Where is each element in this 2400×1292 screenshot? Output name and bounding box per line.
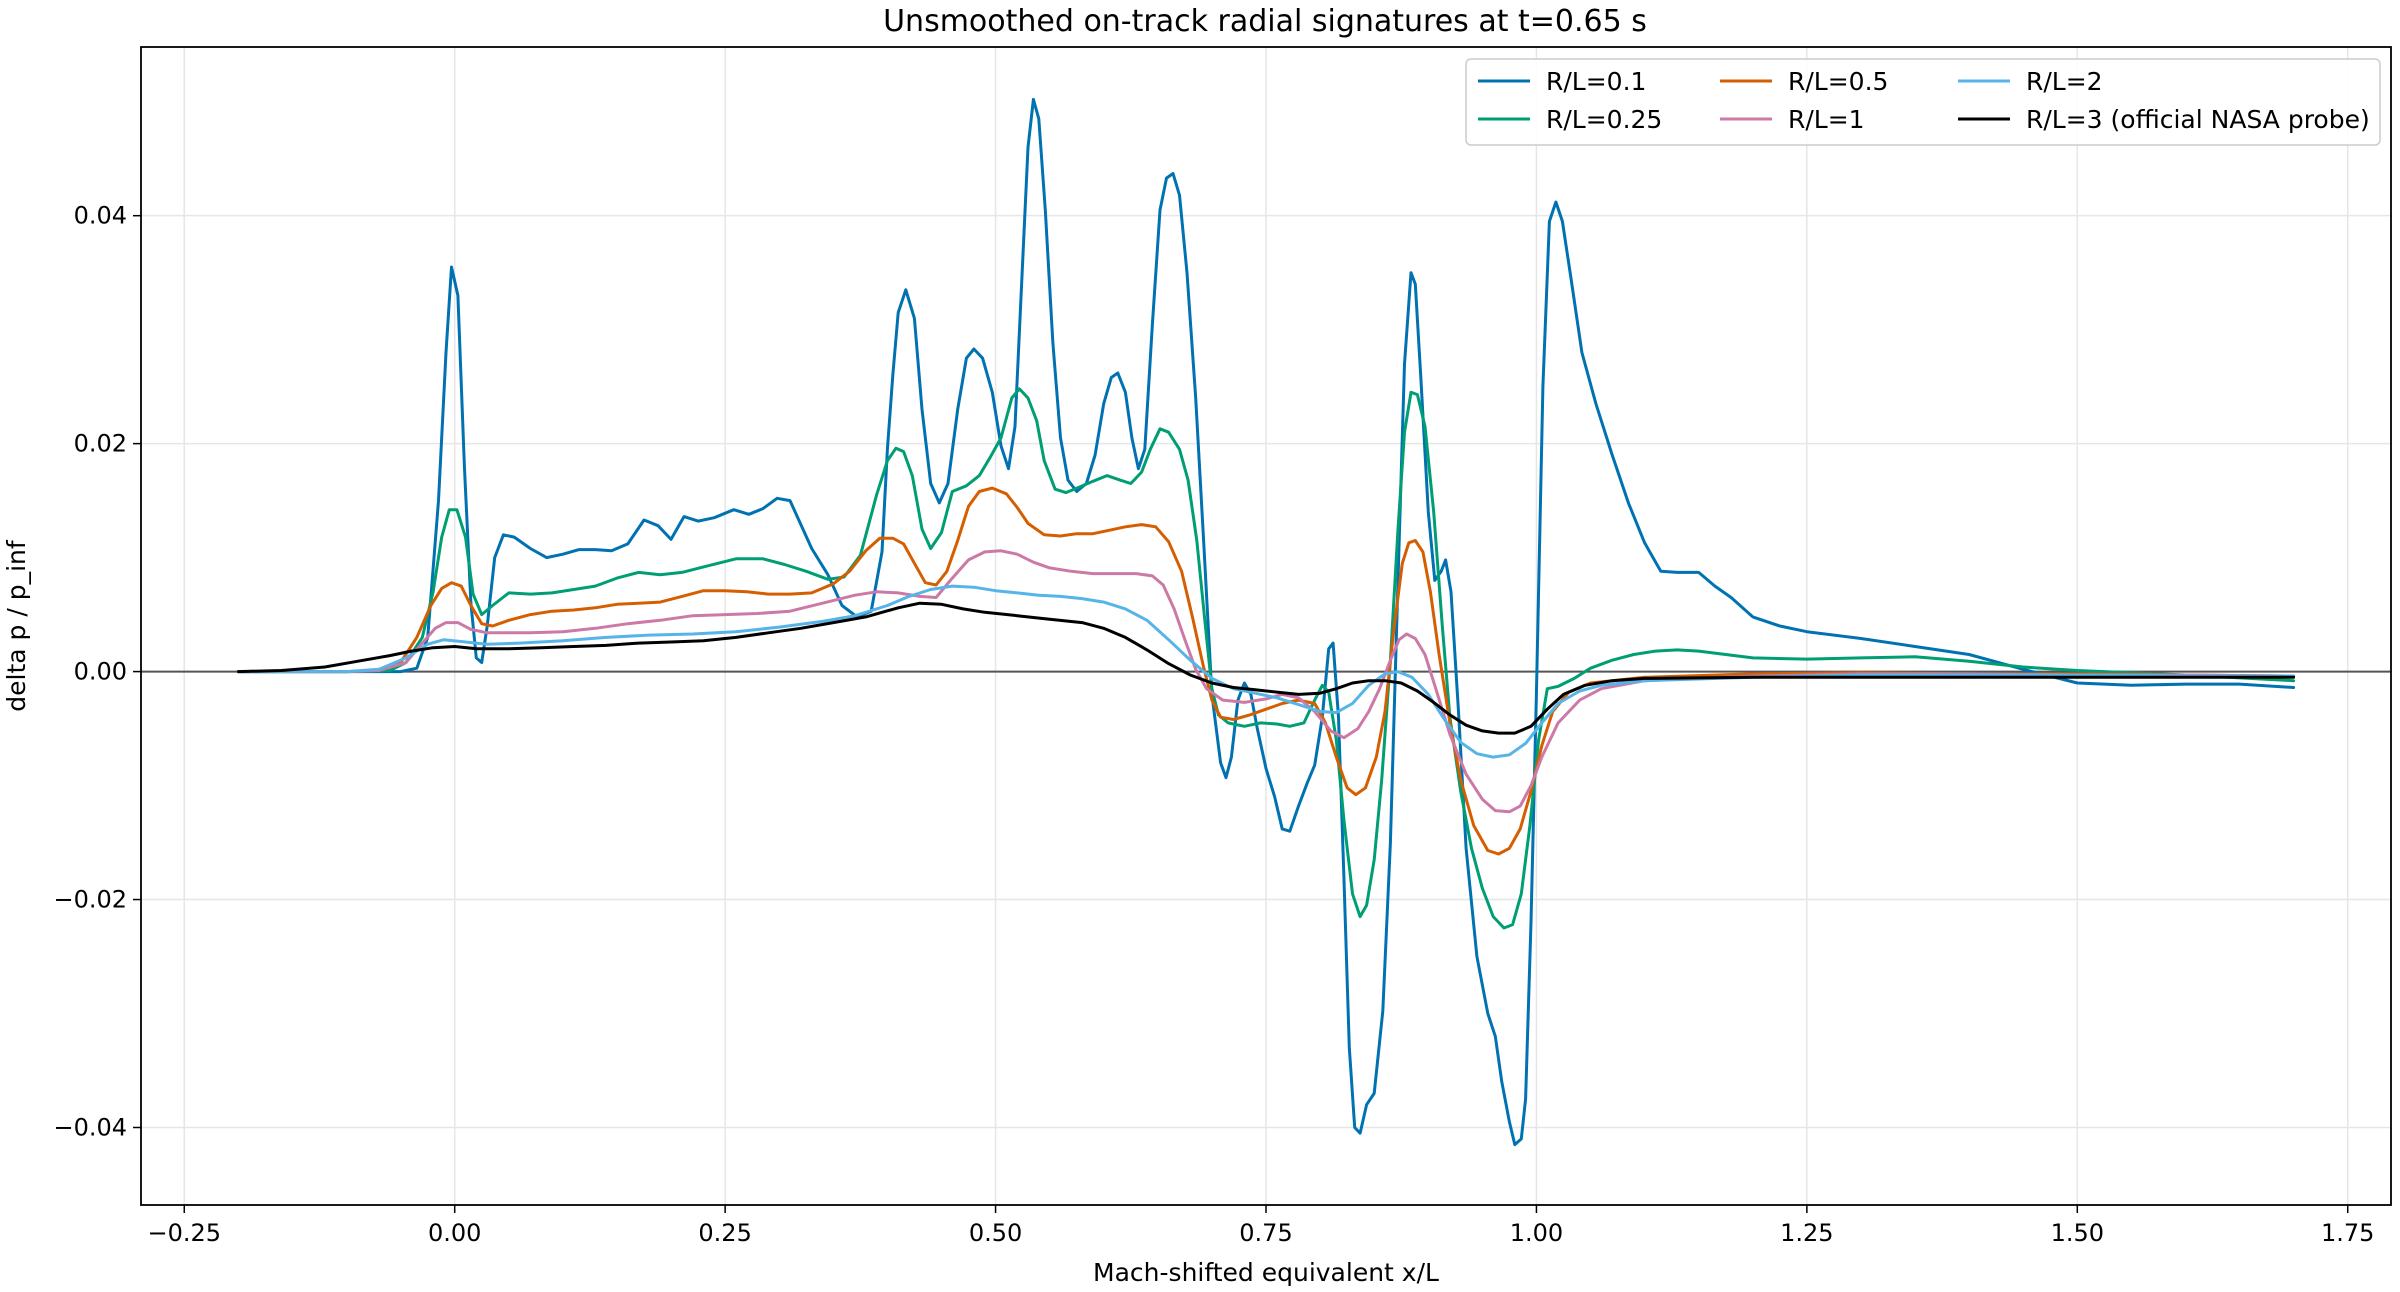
series-line [236, 97, 2296, 1147]
series-lines [236, 97, 2296, 1147]
y-tick-label: 0.04 [74, 202, 127, 230]
legend-label: R/L=2 [2026, 67, 2103, 96]
y-axis-ticks: −0.04 −0.02 0.00 0.02 0.04 [53, 202, 141, 1141]
x-tick-label: 1.75 [2321, 1219, 2374, 1247]
x-tick-label: 1.00 [1510, 1219, 1563, 1247]
x-axis-label: Mach-shifted equivalent x/L [1093, 1258, 1439, 1287]
x-tick-label: 0.75 [1239, 1219, 1292, 1247]
legend-label: R/L=3 (official NASA probe) [2026, 105, 2370, 134]
legend-label: R/L=0.25 [1546, 105, 1662, 134]
y-tick-label: −0.04 [53, 1113, 127, 1141]
x-tick-label: 1.25 [1780, 1219, 1833, 1247]
legend-box [1465, 58, 2381, 146]
y-tick-label: 0.00 [74, 658, 127, 686]
legend-label: R/L=0.1 [1546, 67, 1646, 96]
series-line [236, 549, 2296, 814]
gridlines [141, 47, 2391, 1205]
series-line [236, 486, 2296, 856]
legend-label: R/L=1 [1788, 105, 1865, 134]
series-line [236, 584, 2296, 759]
series-line [236, 601, 2296, 735]
y-axis-label: delta p / p_inf [2, 539, 31, 712]
x-tick-label: 0.50 [969, 1219, 1022, 1247]
x-tick-label: 0.00 [428, 1219, 481, 1247]
x-tick-label: 0.25 [698, 1219, 751, 1247]
y-tick-label: −0.02 [53, 886, 127, 914]
legend: R/L=0.1 R/L=0.25 R/L=0.5 R/L=1 R/L=2 R/L=3 (o… [1465, 58, 2381, 146]
x-axis-ticks: −0.25 0.00 0.25 0.50 0.75 1.00 1.25 1.50 1.75 [147, 1205, 2374, 1247]
chart-title: Unsmoothed on-track radial signatures at… [883, 4, 1647, 39]
y-tick-label: 0.02 [74, 430, 127, 458]
x-tick-label: −0.25 [147, 1219, 221, 1247]
x-tick-label: 1.50 [2051, 1219, 2104, 1247]
legend-label: R/L=0.5 [1788, 67, 1888, 96]
